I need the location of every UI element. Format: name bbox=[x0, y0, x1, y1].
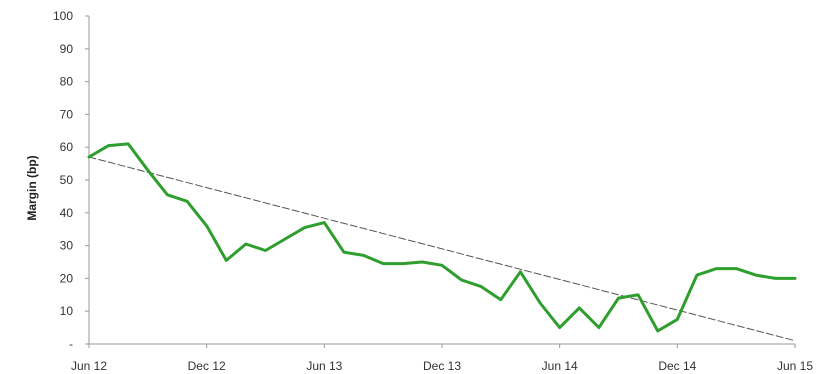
y-tick-label: - bbox=[69, 337, 73, 351]
y-tick-label: 60 bbox=[60, 140, 74, 154]
y-tick-label: 20 bbox=[60, 271, 74, 285]
y-tick-label: 100 bbox=[53, 9, 73, 23]
y-tick-label: 30 bbox=[60, 239, 74, 253]
trend-line bbox=[88, 156, 796, 342]
y-tick-label: 70 bbox=[60, 107, 74, 121]
x-tick-label: Dec 12 bbox=[188, 359, 226, 373]
x-tick-label: Dec 14 bbox=[658, 359, 696, 373]
x-tick-label: Jun 15 bbox=[777, 359, 813, 373]
x-tick-label: Dec 13 bbox=[423, 359, 461, 373]
x-tick-label: Jun 13 bbox=[306, 359, 342, 373]
y-tick-label: 90 bbox=[60, 42, 74, 56]
y-tick-label: 50 bbox=[60, 173, 74, 187]
y-axis-label: Margin (bp) bbox=[25, 155, 39, 220]
chart-series bbox=[87, 142, 797, 342]
margin-series-line bbox=[87, 142, 797, 333]
y-axis-ticks: - 10 20 30 40 50 60 70 80 90 100 bbox=[53, 9, 89, 351]
y-tick-label: 40 bbox=[60, 206, 74, 220]
y-tick-label: 80 bbox=[60, 75, 74, 89]
y-tick-label: 10 bbox=[60, 304, 74, 318]
x-tick-label: Jun 12 bbox=[71, 359, 107, 373]
x-axis-ticks: Jun 12 Dec 12 Jun 13 Dec 13 Jun 14 Dec 14 Jun … bbox=[71, 344, 813, 373]
x-tick-label: Jun 14 bbox=[542, 359, 578, 373]
